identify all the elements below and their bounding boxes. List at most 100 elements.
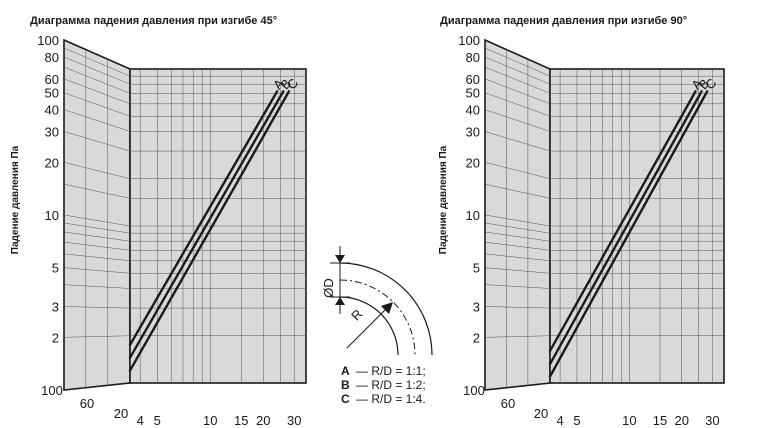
x-tick-label: 30 — [705, 413, 719, 428]
side-tick-label: 60 — [80, 396, 94, 411]
side-tick-label: 20 — [114, 406, 128, 421]
side-panel — [63, 38, 131, 391]
y-tick-label: 80 — [45, 50, 59, 65]
legend-item-b: B — R/D = 1:2; — [341, 378, 426, 392]
grid-line-side — [484, 109, 551, 132]
y-tick-label: 5 — [473, 261, 480, 276]
legend-key-a: A — [341, 364, 350, 378]
chart-90-side-ticks: 100 60 20 — [463, 383, 548, 421]
grid-line-side — [63, 183, 131, 199]
chart-45-side-ticks: 100 60 20 — [41, 383, 128, 421]
grid-line-side — [63, 214, 131, 227]
legend-key-c: C — [341, 392, 350, 406]
grid-line-side — [484, 241, 551, 251]
series-line-a — [128, 90, 279, 347]
chart-90-series — [548, 90, 709, 378]
grid-line-side — [484, 66, 551, 94]
chart-90: Диаграмма падения давления при изгибе 90… — [438, 15, 725, 428]
side-tick-label: 60 — [501, 396, 515, 411]
x-tick-label: 10 — [622, 413, 636, 428]
grid-line-side — [484, 78, 551, 105]
series-line-a — [548, 90, 697, 353]
grid-line-side — [484, 267, 551, 274]
grid-line-side — [63, 66, 131, 94]
legend-item-a: A — R/D = 1:1; — [341, 364, 426, 378]
grid-line-side — [63, 335, 131, 338]
legend: A — R/D = 1:1; B — R/D = 1:2; C — R/D = … — [341, 364, 426, 406]
x-tick-label: 4 — [137, 413, 144, 428]
grid-line-side — [63, 241, 131, 251]
legend-text-c: — R/D = 1:4. — [356, 392, 426, 406]
y-tick-label: 2 — [52, 330, 59, 345]
grid-line-side — [484, 56, 551, 85]
side-tick-label: 20 — [534, 406, 548, 421]
grid-line-side — [63, 253, 131, 262]
y-tick-label: 2 — [473, 330, 480, 345]
y-tick-label: 5 — [52, 261, 59, 276]
y-tick-label: 20 — [466, 155, 480, 170]
y-tick-label: 60 — [466, 72, 480, 87]
grid-line-side — [484, 47, 551, 77]
grid-line-side — [63, 231, 131, 242]
grid-line-side — [63, 162, 131, 179]
grid-line-side — [484, 131, 551, 152]
grid-line-side — [484, 183, 551, 199]
radius-line — [346, 309, 386, 349]
y-tick-label: 3 — [473, 300, 480, 315]
x-tick-label: 5 — [573, 413, 580, 428]
x-tick-label: 4 — [556, 413, 563, 428]
chart-45: Диаграмма падения давления при изгибе 45… — [10, 15, 307, 428]
grid-line-side — [484, 92, 551, 117]
y-tick-label: 10 — [45, 208, 59, 223]
legend-item-c: C — R/D = 1:4. — [341, 392, 426, 406]
legend-key-b: B — [341, 378, 350, 392]
grid-line-side — [63, 92, 131, 117]
series-line-c — [128, 90, 291, 372]
diameter-arrow-bottom — [335, 297, 345, 305]
chart-45-series — [128, 90, 291, 372]
legend-text-a: — R/D = 1:1; — [356, 364, 426, 378]
diameter-arrow-top — [335, 255, 345, 263]
y-tick-label: 100 — [458, 33, 480, 48]
chart-90-grid — [484, 47, 724, 388]
y-tick-label: 30 — [45, 125, 59, 140]
y-tick-label: 40 — [466, 103, 480, 118]
grid-line-side — [63, 267, 131, 274]
y-tick-label: 80 — [466, 50, 480, 65]
x-tick-label: 15 — [234, 413, 248, 428]
grid-line-side — [484, 306, 551, 309]
grid-line-side — [484, 284, 551, 289]
bend-diagram: ØD R — [321, 246, 433, 356]
x-tick-label: 15 — [653, 413, 667, 428]
y-tick-label: 10 — [466, 208, 480, 223]
chart-45-title: Диаграмма падения давления при изгибе 45… — [30, 15, 277, 27]
grid-line-side — [63, 306, 131, 309]
side-tick-label: 100 — [463, 383, 485, 398]
y-tick-label: 50 — [466, 86, 480, 101]
y-tick-label: 100 — [37, 33, 59, 48]
x-tick-label: 30 — [287, 413, 301, 428]
series-line-b — [128, 90, 285, 359]
grid-line-side — [484, 162, 551, 179]
y-tick-label: 20 — [45, 155, 59, 170]
y-tick-label: 3 — [52, 300, 59, 315]
x-tick-label: 5 — [154, 413, 161, 428]
radius-arrow — [381, 302, 393, 314]
chart-90-x-ticks: 4 5 10 15 20 30 — [556, 413, 719, 428]
y-tick-label: 30 — [466, 125, 480, 140]
radius-label: R — [348, 306, 365, 323]
chart-45-y-axis-label: Падение давления Па — [10, 145, 21, 254]
grid-line-side — [63, 284, 131, 289]
y-tick-label: 40 — [45, 103, 59, 118]
grid-line-side — [63, 47, 131, 77]
x-tick-label: 20 — [256, 413, 270, 428]
grid-line-side — [484, 253, 551, 262]
diameter-label: ØD — [321, 278, 336, 298]
grid-line-side — [63, 78, 131, 105]
grid-line-side — [484, 214, 551, 227]
series-line-b — [548, 90, 703, 366]
y-tick-label: 60 — [45, 72, 59, 87]
legend-text-b: — R/D = 1:2; — [356, 378, 426, 392]
